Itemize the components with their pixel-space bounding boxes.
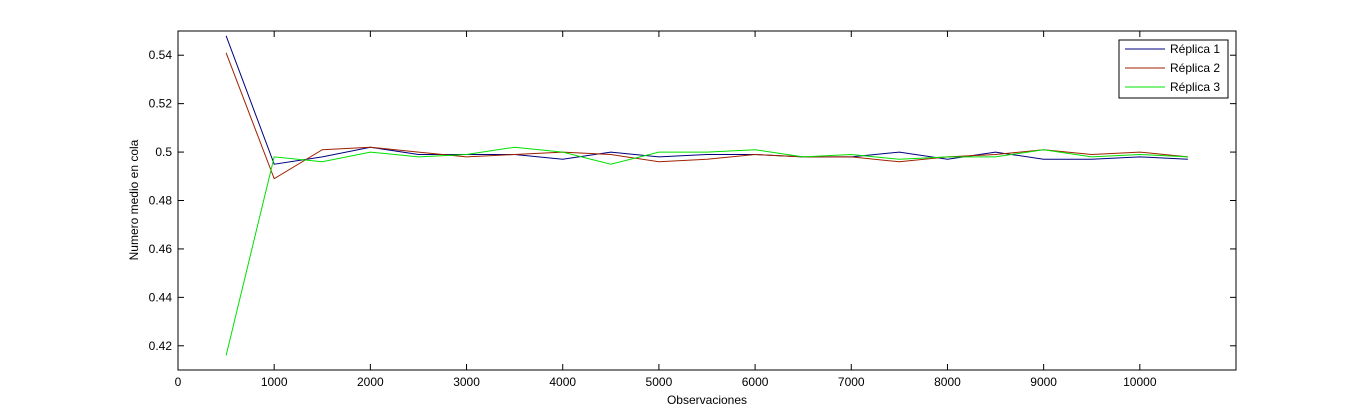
legend-label-replica-2: Réplica 2 xyxy=(1170,61,1220,75)
y-tick-label: 0.54 xyxy=(149,48,173,62)
x-tick-label: 10000 xyxy=(1123,375,1157,389)
legend-label-replica-1: Réplica 1 xyxy=(1170,42,1220,56)
y-tick-label: 0.48 xyxy=(149,194,173,208)
legend-label-replica-3: Réplica 3 xyxy=(1170,80,1220,94)
y-axis: 0.42 0.44 0.46 0.48 0.5 0.52 0.54 xyxy=(149,48,1236,353)
x-tick-label: 4000 xyxy=(549,375,576,389)
x-tick-label: 6000 xyxy=(742,375,769,389)
x-tick-label: 8000 xyxy=(934,375,961,389)
series-lines xyxy=(225,35,1188,356)
y-tick-label: 0.42 xyxy=(149,339,173,353)
series-line-replica-2 xyxy=(225,52,1188,180)
x-tick-label: 0 xyxy=(175,375,182,389)
y-tick-label: 0.5 xyxy=(155,145,172,159)
y-axis-label: Numero medio en cola xyxy=(127,139,141,260)
x-tick-label: 9000 xyxy=(1030,375,1057,389)
x-tick-label: 5000 xyxy=(646,375,673,389)
x-axis: 0 1000 2000 3000 4000 5000 6000 7000 8000 9000 100… xyxy=(175,31,1157,389)
series-line-replica-1 xyxy=(225,35,1188,165)
plot-area xyxy=(177,30,1237,371)
legend-box xyxy=(1118,39,1229,99)
x-tick-label: 3000 xyxy=(453,375,480,389)
y-tick-label: 0.46 xyxy=(149,242,173,256)
y-tick-label: 0.52 xyxy=(149,97,173,111)
x-axis-label: Observaciones xyxy=(667,393,747,407)
series-line-replica-3 xyxy=(225,146,1188,356)
y-tick-label: 0.44 xyxy=(149,290,173,304)
x-tick-label: 7000 xyxy=(838,375,865,389)
x-tick-label: 1000 xyxy=(261,375,288,389)
legend: Réplica 1 Réplica 2 Réplica 3 xyxy=(1118,39,1229,99)
x-tick-label: 2000 xyxy=(357,375,384,389)
